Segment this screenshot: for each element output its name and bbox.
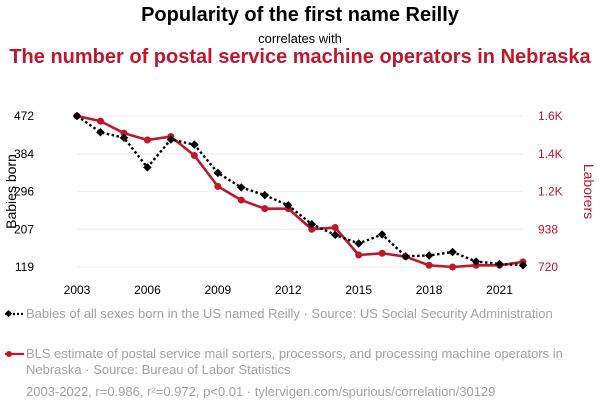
legend-label-laborers: BLS estimate of postal service mail sort… (26, 346, 563, 377)
data-point-laborers (425, 261, 433, 269)
data-point-laborers (214, 182, 222, 190)
x-tick-label: 2015 (345, 283, 372, 297)
data-point-laborers (449, 263, 457, 271)
y-tick-label-left: 296 (14, 185, 34, 199)
legend-label-reilly: Babies of all sexes born in the US named… (26, 306, 553, 321)
y-tick-label-right: 1.6K (538, 109, 563, 123)
y-tick-label-left: 472 (14, 109, 34, 123)
x-tick-label: 2009 (204, 283, 231, 297)
data-point-laborers (331, 224, 339, 232)
data-point-laborers (120, 129, 128, 137)
x-tick-label: 2006 (134, 283, 161, 297)
data-point-reilly (166, 135, 176, 144)
data-point-reilly (448, 247, 457, 257)
data-point-reilly (284, 201, 293, 210)
x-tick-label: 2018 (416, 283, 443, 297)
data-point-reilly (354, 239, 363, 248)
data-point-reilly (260, 190, 270, 200)
chart-title-secondary: The number of postal service machine ope… (9, 46, 591, 68)
series-line-laborers (76, 114, 524, 269)
y-tick-label-right: 1.2K (538, 185, 563, 199)
data-point-reilly (143, 163, 152, 172)
data-point-reilly (72, 111, 82, 121)
chart-subtitle: correlates with (258, 31, 342, 46)
chart-title: Popularity of the first name Reilly (141, 4, 459, 26)
data-point-laborers (190, 151, 198, 159)
y-axis-label-left: Babies born (3, 154, 19, 229)
data-point-laborers (378, 249, 386, 257)
data-point-reilly (96, 128, 105, 137)
y-axis-label-right: Laborers (581, 164, 597, 219)
data-point-reilly (424, 251, 434, 260)
data-point-reilly (377, 230, 387, 239)
x-tick-label: 2012 (275, 283, 302, 297)
footer-stats: 2003-2022, r=0.986, r²=0.972, p<0.01 · t… (26, 384, 496, 399)
y-tick-label-right: 1.4K (538, 147, 563, 161)
data-point-reilly (401, 252, 410, 261)
data-point-laborers (355, 251, 363, 259)
data-point-reilly (237, 183, 246, 192)
series-line-reilly (76, 115, 524, 267)
data-point-reilly (330, 230, 340, 240)
data-point-reilly (471, 257, 481, 266)
y-tick-label-left: 384 (14, 147, 34, 161)
legend-marker-red (5, 351, 24, 357)
data-point-reilly (190, 140, 199, 149)
data-point-reilly (495, 259, 504, 269)
data-point-reilly (213, 168, 223, 178)
x-tick-label: 2003 (64, 283, 91, 297)
y-tick-label-left: 119 (15, 260, 34, 274)
data-point-laborers (96, 117, 104, 125)
legend-marker-black (4, 309, 24, 318)
y-tick-label-right: 938 (538, 222, 558, 236)
data-point-laborers (261, 205, 269, 213)
data-point-reilly (518, 261, 528, 270)
y-tick-label-right: 720 (538, 260, 558, 274)
y-tick-label-left: 207 (14, 222, 34, 236)
data-point-reilly (307, 219, 316, 229)
data-point-laborers (143, 136, 151, 144)
data-point-laborers (237, 196, 245, 204)
data-point-reilly (119, 133, 129, 143)
x-tick-label: 2021 (486, 283, 513, 297)
axes: 119 720 207 938 296 1.2K 384 1.4K 472 1.6K 2003 200… (3, 109, 597, 297)
data-point-laborers (308, 225, 316, 233)
series-layer (72, 111, 528, 271)
